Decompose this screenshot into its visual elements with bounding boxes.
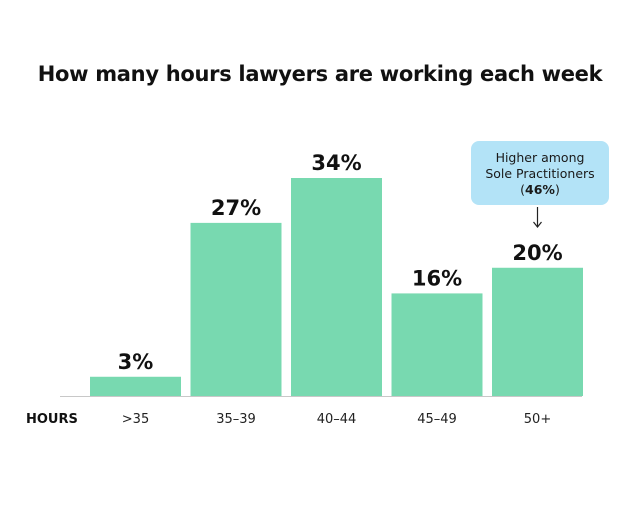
callout-line2: Sole Practitioners: [485, 165, 595, 181]
bar-4: [492, 267, 583, 396]
value-label-1: 27%: [211, 196, 261, 220]
category-label-1: 35–39: [216, 412, 256, 427]
bar-2: [291, 178, 382, 396]
category-label-3: 45–49: [417, 412, 457, 427]
value-label-0: 3%: [118, 350, 154, 374]
callout-line3: (46%): [471, 182, 609, 198]
bar-0: [90, 376, 181, 396]
callout-value: 46%: [525, 181, 555, 197]
category-label-2: 40–44: [317, 412, 357, 427]
callout-close: ): [554, 181, 560, 197]
callout-open: (: [520, 181, 526, 197]
callout-arrow-head: [533, 221, 542, 228]
value-label-2: 34%: [311, 151, 361, 175]
callout-line1: Higher among: [495, 149, 585, 165]
category-label-0: >35: [122, 412, 149, 427]
bar-1: [190, 222, 282, 396]
x-axis-label: HOURS: [26, 412, 78, 427]
value-label-4: 20%: [512, 241, 562, 265]
value-label-3: 16%: [412, 266, 462, 290]
category-label-4: 50+: [524, 412, 551, 427]
chart-title: How many hours lawyers are working each …: [37, 62, 603, 86]
bar-3: [391, 293, 483, 396]
callout-box: Higher among Sole Practitioners (46%): [471, 141, 609, 205]
